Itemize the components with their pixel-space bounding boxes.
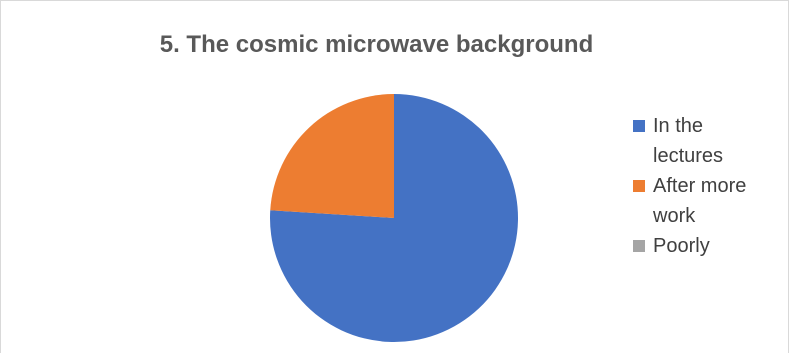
pie-slice-after-more-work	[270, 94, 394, 218]
legend-item-poorly: Poorly	[629, 231, 779, 261]
chart-title: 5. The cosmic microwave background	[159, 31, 594, 58]
legend-label: lectures	[653, 145, 724, 167]
legend: In the lectures After more work Poorly	[629, 111, 779, 261]
legend-item-in-the-lectures: In the lectures	[629, 111, 779, 171]
legend-swatch	[633, 180, 645, 192]
legend-item-after-more-work: After more work	[629, 171, 779, 231]
legend-swatch	[633, 120, 645, 132]
legend-swatch	[633, 240, 645, 252]
legend-label: After more	[653, 175, 747, 197]
legend-label: In the	[653, 115, 704, 137]
legend-label: Poorly	[653, 235, 710, 257]
legend-label: work	[653, 205, 696, 227]
